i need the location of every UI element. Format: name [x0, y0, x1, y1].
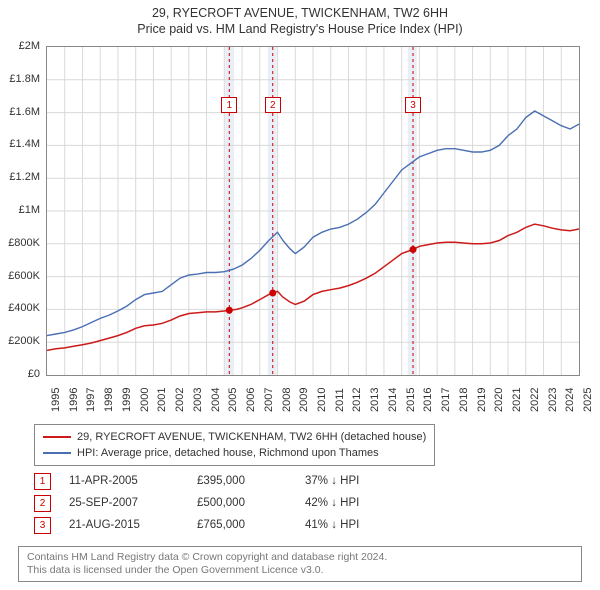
- y-tick-label: £1.4M: [0, 138, 40, 150]
- x-tick-label: 2002: [174, 388, 186, 412]
- sale-price: £500,000: [197, 497, 287, 509]
- sale-marker-label: 1: [221, 97, 237, 113]
- x-tick-label: 2022: [529, 388, 541, 412]
- y-tick-label: £2M: [0, 40, 40, 52]
- x-tick-label: 2013: [369, 388, 381, 412]
- y-tick-label: £1.2M: [0, 171, 40, 183]
- x-tick-label: 2018: [458, 388, 470, 412]
- x-tick-label: 2021: [511, 388, 523, 412]
- x-tick-label: 2024: [564, 388, 576, 412]
- x-tick-label: 1995: [50, 388, 62, 412]
- title-subtitle: Price paid vs. HM Land Registry's House …: [0, 22, 600, 36]
- footer-line-1: Contains HM Land Registry data © Crown c…: [27, 551, 573, 564]
- x-tick-label: 2000: [139, 388, 151, 412]
- sale-price: £765,000: [197, 519, 287, 531]
- y-tick-label: £600K: [0, 270, 40, 282]
- sales-table: 1 11-APR-2005 £395,000 37% ↓ HPI 2 25-SEP-200…: [34, 470, 415, 536]
- sale-row: 3 21-AUG-2015 £765,000 41% ↓ HPI: [34, 514, 415, 536]
- footer-line-2: This data is licensed under the Open Gov…: [27, 564, 573, 577]
- x-tick-label: 2008: [281, 388, 293, 412]
- y-axis-labels: £0£200K£400K£600K£800K£1M£1.2M£1.4M£1.6M…: [0, 46, 44, 376]
- legend-row: HPI: Average price, detached house, Rich…: [43, 445, 426, 461]
- x-tick-label: 2020: [493, 388, 505, 412]
- x-tick-label: 2010: [316, 388, 328, 412]
- sale-date: 11-APR-2005: [69, 475, 179, 487]
- legend-label: HPI: Average price, detached house, Rich…: [77, 447, 379, 459]
- chart-svg: [47, 47, 579, 375]
- y-tick-label: £800K: [0, 237, 40, 249]
- x-tick-label: 2016: [422, 388, 434, 412]
- sale-row: 2 25-SEP-2007 £500,000 42% ↓ HPI: [34, 492, 415, 514]
- x-tick-label: 1996: [68, 388, 80, 412]
- chart-area: 1 2 3: [46, 46, 580, 376]
- y-tick-label: £0: [0, 368, 40, 380]
- x-tick-label: 1999: [121, 388, 133, 412]
- title-block: 29, RYECROFT AVENUE, TWICKENHAM, TW2 6HH…: [0, 0, 600, 36]
- x-tick-label: 2011: [334, 388, 346, 412]
- x-tick-label: 2017: [440, 388, 452, 412]
- y-tick-label: £1.8M: [0, 73, 40, 85]
- sale-index-box: 3: [34, 517, 51, 534]
- x-tick-label: 2012: [351, 388, 363, 412]
- x-tick-label: 2023: [547, 388, 559, 412]
- sale-marker-label: 3: [405, 97, 421, 113]
- title-address: 29, RYECROFT AVENUE, TWICKENHAM, TW2 6HH: [0, 6, 600, 20]
- sale-diff: 37% ↓ HPI: [305, 475, 415, 487]
- sale-date: 25-SEP-2007: [69, 497, 179, 509]
- x-tick-label: 2015: [405, 388, 417, 412]
- x-tick-label: 1998: [103, 388, 115, 412]
- legend-row: 29, RYECROFT AVENUE, TWICKENHAM, TW2 6HH…: [43, 429, 426, 445]
- y-tick-label: £1M: [0, 204, 40, 216]
- sale-index-box: 2: [34, 495, 51, 512]
- sale-price: £395,000: [197, 475, 287, 487]
- y-tick-label: £1.6M: [0, 106, 40, 118]
- x-tick-label: 2014: [387, 388, 399, 412]
- x-tick-label: 2009: [298, 388, 310, 412]
- x-tick-label: 2007: [263, 388, 275, 412]
- x-tick-label: 2003: [192, 388, 204, 412]
- y-tick-label: £400K: [0, 302, 40, 314]
- sale-index-box: 1: [34, 473, 51, 490]
- sale-date: 21-AUG-2015: [69, 519, 179, 531]
- x-tick-label: 2019: [476, 388, 488, 412]
- sale-row: 1 11-APR-2005 £395,000 37% ↓ HPI: [34, 470, 415, 492]
- x-tick-label: 2004: [210, 388, 222, 412]
- x-tick-label: 1997: [85, 388, 97, 412]
- x-tick-label: 2006: [245, 388, 257, 412]
- x-tick-label: 2001: [156, 388, 168, 412]
- sale-marker-label: 2: [265, 97, 281, 113]
- sale-diff: 41% ↓ HPI: [305, 519, 415, 531]
- x-tick-label: 2025: [582, 388, 594, 412]
- plot-area: 1 2 3: [46, 46, 580, 376]
- x-axis-labels: 1995 1996 1997 1998 1999 2000 2001 2002 2003 2004…: [46, 380, 580, 426]
- legend-swatch: [43, 436, 71, 438]
- legend: 29, RYECROFT AVENUE, TWICKENHAM, TW2 6HH…: [34, 424, 435, 466]
- legend-label: 29, RYECROFT AVENUE, TWICKENHAM, TW2 6HH…: [77, 431, 426, 443]
- y-tick-label: £200K: [0, 335, 40, 347]
- x-tick-label: 2005: [227, 388, 239, 412]
- figure: 29, RYECROFT AVENUE, TWICKENHAM, TW2 6HH…: [0, 0, 600, 590]
- footer-attribution: Contains HM Land Registry data © Crown c…: [18, 546, 582, 582]
- sale-diff: 42% ↓ HPI: [305, 497, 415, 509]
- legend-swatch: [43, 452, 71, 454]
